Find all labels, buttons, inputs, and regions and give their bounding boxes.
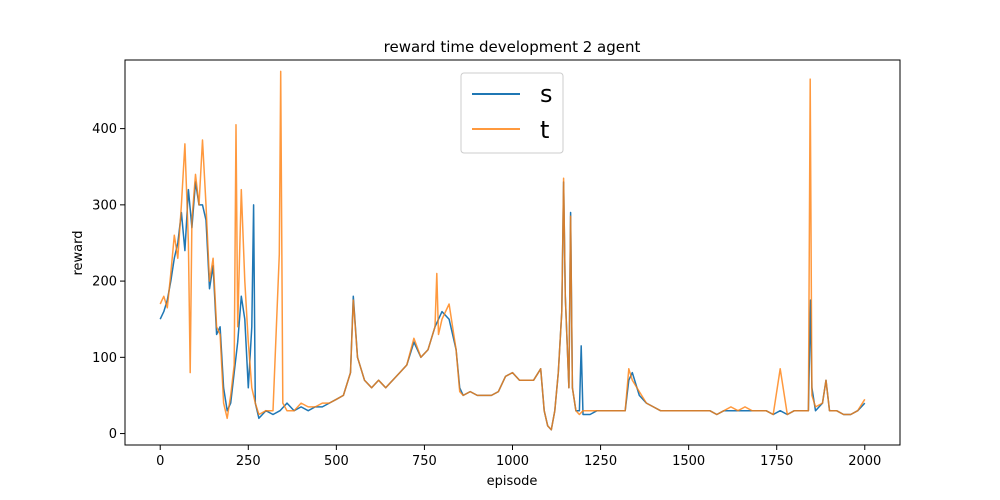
x-tick-label: 500 xyxy=(324,454,349,469)
y-axis-label: reward xyxy=(71,230,86,275)
legend: s t xyxy=(460,72,564,154)
x-tick-label: 1750 xyxy=(760,454,793,469)
y-tick-label: 0 xyxy=(109,427,117,442)
plot-lines xyxy=(159,70,866,431)
y-tick-label: 100 xyxy=(92,351,117,366)
chart-title: reward time development 2 agent xyxy=(384,38,641,56)
legend-label-s: s xyxy=(540,80,553,108)
x-tick-label: 250 xyxy=(236,454,261,469)
x-axis: 0 250 500 750 1000 1250 1500 1750 2000 xyxy=(156,445,881,469)
legend-label-t: t xyxy=(540,116,549,144)
series-line-s xyxy=(159,181,866,431)
x-tick-label: 1500 xyxy=(672,454,705,469)
y-tick-label: 200 xyxy=(92,275,117,290)
y-tick-label: 300 xyxy=(92,198,117,213)
x-axis-label: episode xyxy=(487,474,538,489)
series-line-t xyxy=(159,70,866,431)
x-tick-label: 750 xyxy=(412,454,437,469)
x-tick-label: 1250 xyxy=(584,454,617,469)
x-tick-label: 0 xyxy=(156,454,164,469)
y-axis: 0 100 200 300 400 xyxy=(92,122,125,442)
x-tick-label: 2000 xyxy=(848,454,881,469)
x-tick-label: 1000 xyxy=(496,454,529,469)
y-tick-label: 400 xyxy=(92,122,117,137)
